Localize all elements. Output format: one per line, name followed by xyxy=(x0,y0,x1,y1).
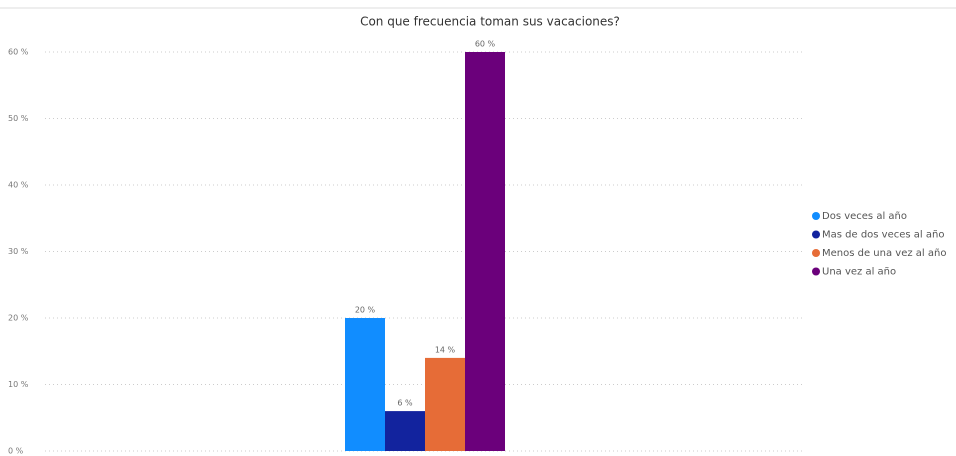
bar xyxy=(345,318,385,451)
bar xyxy=(465,52,505,451)
bar xyxy=(425,357,465,451)
data-label: 20 % xyxy=(355,306,376,315)
data-label: 14 % xyxy=(435,345,456,354)
y-tick-label: 60 % xyxy=(8,48,29,57)
legend-marker xyxy=(812,212,820,220)
legend-label: Mas de dos veces al año xyxy=(822,230,944,241)
legend-marker xyxy=(812,249,820,257)
legend-label: Una vez al año xyxy=(822,267,896,278)
data-label: 60 % xyxy=(475,40,496,49)
y-tick-label: 50 % xyxy=(8,114,29,123)
y-tick-label: 10 % xyxy=(8,380,29,389)
data-label: 6 % xyxy=(397,399,413,408)
legend-label: Dos veces al año xyxy=(822,211,907,222)
bar xyxy=(385,411,425,451)
legend-label: Menos de una vez al año xyxy=(822,248,946,259)
y-tick-label: 0 % xyxy=(8,447,24,456)
y-tick-label: 30 % xyxy=(8,247,29,256)
chart-title: Con que frecuencia toman sus vacaciones? xyxy=(360,15,620,29)
y-tick-label: 40 % xyxy=(8,181,29,190)
legend-marker xyxy=(812,267,820,276)
legend-marker xyxy=(812,230,820,239)
y-tick-label: 20 % xyxy=(8,314,29,323)
